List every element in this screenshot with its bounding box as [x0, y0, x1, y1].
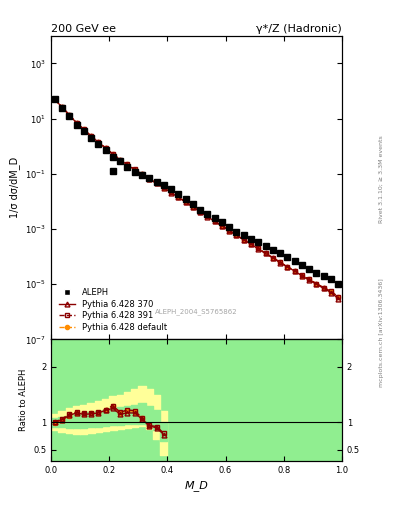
Text: mcplots.cern.ch [arXiv:1306.3436]: mcplots.cern.ch [arXiv:1306.3436] — [379, 279, 384, 387]
Text: γ*/Z (Hadronic): γ*/Z (Hadronic) — [256, 24, 342, 34]
X-axis label: M_D: M_D — [185, 480, 208, 491]
Text: ALEPH_2004_S5765862: ALEPH_2004_S5765862 — [155, 308, 238, 315]
Y-axis label: Ratio to ALEPH: Ratio to ALEPH — [18, 369, 28, 431]
Text: 200 GeV ee: 200 GeV ee — [51, 24, 116, 34]
Y-axis label: 1/σ dσ/dM_D: 1/σ dσ/dM_D — [9, 157, 20, 218]
Text: Rivet 3.1.10; ≥ 3.3M events: Rivet 3.1.10; ≥ 3.3M events — [379, 135, 384, 223]
Legend: ALEPH, Pythia 6.428 370, Pythia 6.428 391, Pythia 6.428 default: ALEPH, Pythia 6.428 370, Pythia 6.428 39… — [55, 285, 171, 335]
